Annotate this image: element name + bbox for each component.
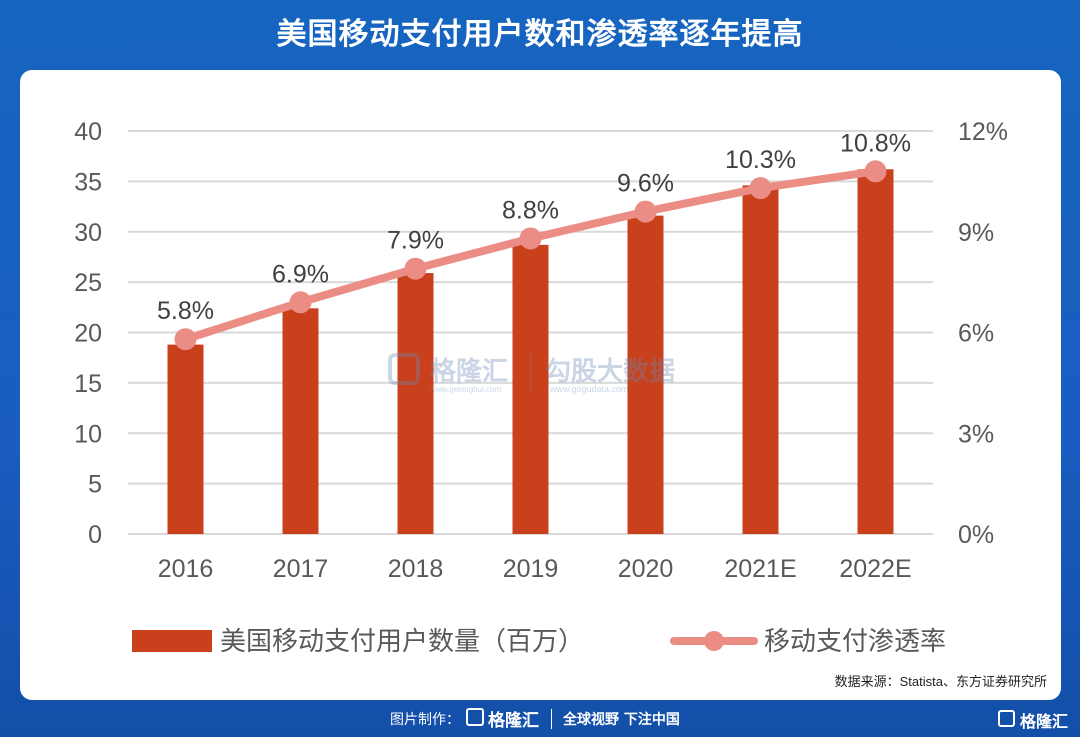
y-right-tick-label: 0% [958, 521, 994, 549]
y-left-tick-label: 35 [74, 168, 102, 196]
bar-2022E [857, 169, 894, 534]
legend-line-marker [704, 631, 724, 651]
y-right-tick-label: 12% [958, 118, 1008, 146]
page-title: 美国移动支付用户数和渗透率逐年提高 [276, 17, 804, 52]
bar-2019 [512, 244, 549, 534]
x-tick-label: 2016 [158, 555, 214, 583]
watermark: 格隆汇 www.gelonghui.com 勾股大数据 www.gogudata… [388, 352, 675, 394]
x-tick-label: 2019 [503, 555, 559, 583]
bar-2016 [167, 344, 204, 534]
penetration-data-label: 7.9% [387, 227, 444, 255]
penetration-data-label: 5.8% [157, 297, 214, 325]
y-left-tick-label: 20 [74, 320, 102, 348]
bar-2018 [397, 273, 434, 534]
watermark-right: 勾股大数据 [545, 356, 675, 386]
footer-brand: 格隆汇 [488, 711, 539, 731]
y-right-tick-label: 9% [958, 219, 994, 247]
footer-logo-icon [466, 708, 484, 726]
penetration-point [174, 328, 197, 351]
watermark-left: 格隆汇 [430, 356, 508, 386]
y-left-tick-label: 25 [74, 269, 102, 297]
x-tick-label: 2022E [839, 555, 911, 583]
y-axis-left: 0 5 10 15 20 25 30 35 40 [74, 118, 102, 549]
x-tick-label: 2021E [724, 555, 796, 583]
chart-svg: 5.8%6.9%7.9%8.8%9.6%10.3%10.8% 051015202… [74, 118, 1047, 689]
x-axis: 2016 2017 2018 2019 2020 2021E 2022E [158, 555, 912, 583]
bar-2020 [627, 215, 664, 534]
y-right-tick-label: 6% [958, 320, 994, 348]
watermark-logo-icon [388, 353, 420, 385]
bar-2017 [282, 308, 319, 534]
footer-made-by: 图片制作： [390, 712, 460, 728]
penetration-data-label: 6.9% [272, 260, 329, 288]
bar-series [167, 169, 894, 534]
watermark-left-url: www.gelonghui.com [429, 385, 501, 394]
chart-card: 5.8% 6.9% 7.9% 8.8% 9.6% 10.3% 10.8% 0 5 10 15 20 2… [20, 70, 1061, 700]
penetration-data-label: 9.6% [617, 170, 674, 198]
penetration-point [289, 291, 312, 314]
watermark-divider [530, 352, 531, 392]
legend-bar-label: 美国移动支付用户数量（百万） [220, 626, 584, 656]
y-right-tick-label: 3% [958, 420, 994, 448]
y-left-tick-label: 10 [74, 420, 102, 448]
footer: 图片制作： 格隆汇 全球视野 下注中国 格隆汇 [0, 703, 1080, 737]
watermark-right-url: www.gogudata.com [549, 384, 629, 394]
legend: 美国移动支付用户数量（百万） 移动支付渗透率 [132, 626, 946, 656]
y-left-tick-label: 0 [88, 521, 102, 549]
penetration-data-label: 10.8% [840, 129, 911, 157]
corner-logo-icon [998, 710, 1015, 727]
penetration-data-label: 10.3% [725, 146, 796, 174]
bar-2021E [742, 185, 779, 534]
penetration-point [749, 177, 772, 200]
footer-slogan: 全球视野 下注中国 [563, 712, 680, 728]
penetration-point [519, 227, 542, 250]
y-left-tick-label: 40 [74, 118, 102, 146]
penetration-point [634, 200, 657, 223]
legend-bar-swatch [132, 630, 212, 652]
line-series: 5.8% 6.9% 7.9% 8.8% 9.6% 10.3% 10.8% [157, 129, 911, 351]
penetration-data-label: 8.8% [502, 196, 559, 224]
penetration-point [404, 257, 427, 280]
y-left-tick-label: 15 [74, 370, 102, 398]
corner-brand: 格隆汇 [1020, 712, 1069, 731]
x-tick-label: 2018 [388, 555, 444, 583]
y-left-tick-label: 30 [74, 219, 102, 247]
y-axis-right: 0% 3% 6% 9% 12% [958, 118, 1008, 549]
penetration-point [864, 160, 887, 183]
footer-divider [551, 709, 552, 729]
legend-line-label: 移动支付渗透率 [764, 626, 946, 656]
y-left-tick-label: 5 [88, 471, 102, 499]
source-note: 数据来源：Statista、东方证券研究所 [835, 674, 1047, 689]
x-tick-label: 2020 [618, 555, 674, 583]
x-tick-label: 2017 [273, 555, 329, 583]
